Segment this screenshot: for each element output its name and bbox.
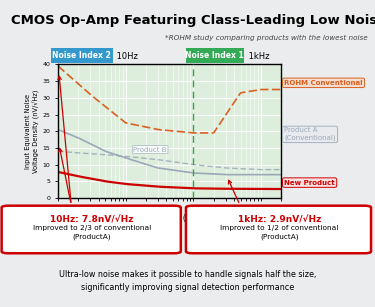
Text: 10Hz: 7.8nV/√Hz: 10Hz: 7.8nV/√Hz xyxy=(50,215,134,224)
Text: ROHM Conventional: ROHM Conventional xyxy=(284,80,363,86)
Text: Product B: Product B xyxy=(134,147,167,153)
X-axis label: Frequency (Hz): Frequency (Hz) xyxy=(141,214,199,223)
Y-axis label: Input Equivalent Noise
Voltage Density (nV/√Hz): Input Equivalent Noise Voltage Density (… xyxy=(26,90,40,173)
FancyBboxPatch shape xyxy=(186,206,371,253)
Text: CMOS Op-Amp Featuring Class-Leading Low Noise: CMOS Op-Amp Featuring Class-Leading Low … xyxy=(11,14,375,27)
Text: Product A
(Conventional): Product A (Conventional) xyxy=(284,127,336,141)
Text: 10Hz: 10Hz xyxy=(114,52,138,61)
Text: *ROHM study comparing products with the lowest noise: *ROHM study comparing products with the … xyxy=(165,35,368,41)
FancyBboxPatch shape xyxy=(2,206,181,253)
Text: New Product: New Product xyxy=(284,180,335,186)
Text: Improved to 1/2 of conventional
(ProductA): Improved to 1/2 of conventional (Product… xyxy=(220,225,339,239)
Text: Ultra-low noise makes it possible to handle signals half the size,
significantly: Ultra-low noise makes it possible to han… xyxy=(59,270,316,292)
Text: Improved to 2/3 of conventional
(ProductA): Improved to 2/3 of conventional (Product… xyxy=(33,225,151,239)
Text: Noise Index 2: Noise Index 2 xyxy=(52,51,111,60)
Text: Noise Index 1: Noise Index 1 xyxy=(185,51,244,60)
Text: 1kHz: 1kHz xyxy=(246,52,269,61)
Text: 1kHz: 2.9nV/√Hz: 1kHz: 2.9nV/√Hz xyxy=(238,215,321,224)
